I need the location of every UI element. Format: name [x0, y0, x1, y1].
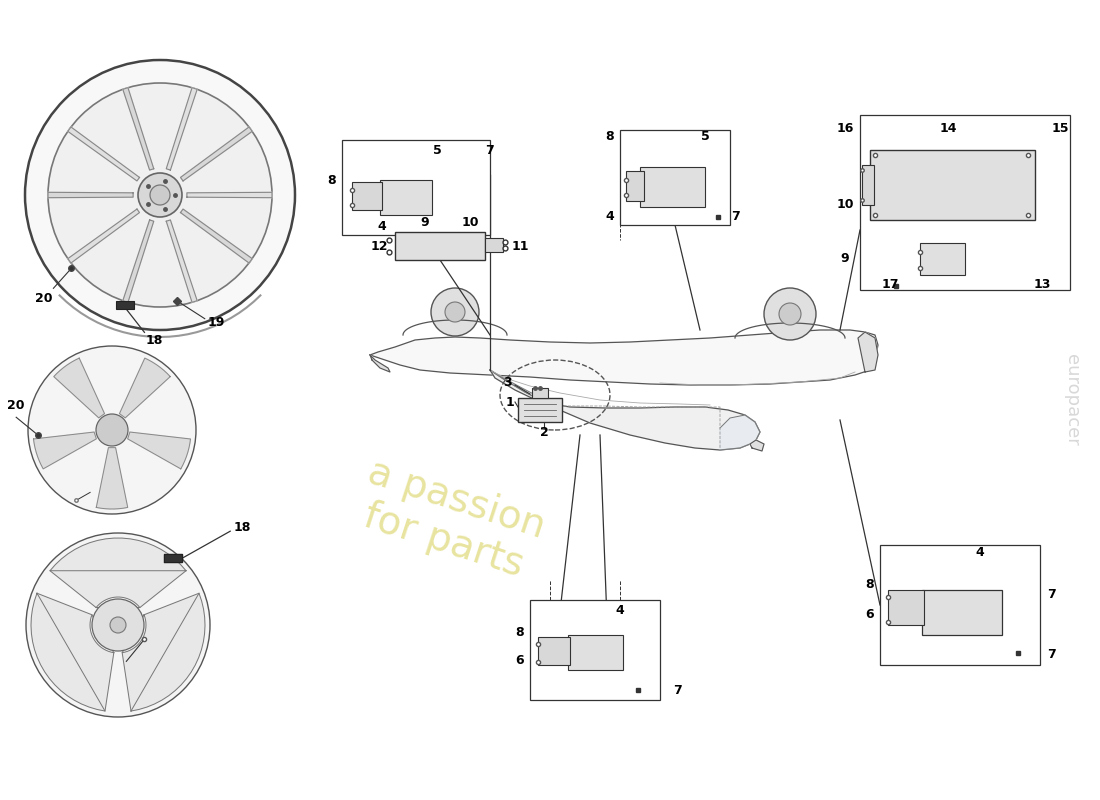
Polygon shape — [123, 220, 154, 302]
Text: 6: 6 — [516, 654, 525, 666]
Text: 14: 14 — [939, 122, 957, 134]
Circle shape — [92, 599, 144, 651]
Text: 3: 3 — [504, 375, 513, 389]
Text: a passion
for parts: a passion for parts — [350, 453, 550, 587]
Text: 18: 18 — [233, 521, 251, 534]
Polygon shape — [123, 88, 154, 170]
Circle shape — [764, 288, 816, 340]
Circle shape — [96, 414, 128, 446]
Text: 6: 6 — [866, 609, 874, 622]
Text: 7: 7 — [1047, 649, 1056, 662]
Circle shape — [48, 83, 272, 307]
Bar — [538, 637, 570, 665]
Bar — [530, 600, 660, 700]
Polygon shape — [370, 330, 878, 385]
Bar — [620, 130, 730, 225]
Circle shape — [110, 617, 126, 633]
Text: 2: 2 — [540, 426, 549, 438]
Polygon shape — [50, 538, 186, 607]
Bar — [532, 388, 548, 398]
Circle shape — [150, 185, 170, 205]
Bar — [342, 140, 490, 235]
Text: 7: 7 — [730, 210, 739, 223]
Polygon shape — [180, 127, 252, 181]
Bar — [626, 171, 644, 201]
Text: 8: 8 — [516, 626, 525, 638]
Text: 20: 20 — [8, 398, 25, 412]
Text: 7: 7 — [485, 143, 494, 157]
Circle shape — [779, 303, 801, 325]
Polygon shape — [166, 220, 197, 302]
Polygon shape — [750, 440, 764, 451]
Polygon shape — [166, 88, 197, 170]
Polygon shape — [128, 432, 190, 469]
Polygon shape — [180, 209, 252, 263]
Polygon shape — [858, 332, 878, 372]
Bar — [485, 238, 503, 252]
Bar — [920, 243, 965, 275]
Text: 19: 19 — [208, 316, 226, 329]
Text: 17: 17 — [881, 278, 899, 291]
Polygon shape — [48, 192, 133, 198]
Text: 4: 4 — [976, 546, 984, 559]
Polygon shape — [122, 594, 205, 711]
Text: 8: 8 — [328, 174, 337, 186]
Circle shape — [446, 302, 465, 322]
Text: 7: 7 — [1047, 589, 1056, 602]
Bar — [640, 167, 705, 207]
Bar — [352, 182, 382, 210]
Text: 10: 10 — [461, 215, 478, 229]
Bar — [860, 115, 1070, 290]
Polygon shape — [187, 192, 272, 198]
Text: 8: 8 — [866, 578, 874, 591]
Bar — [870, 150, 1035, 220]
Bar — [568, 635, 623, 670]
Circle shape — [431, 288, 478, 336]
Polygon shape — [120, 358, 170, 418]
Circle shape — [26, 533, 210, 717]
Polygon shape — [68, 209, 140, 263]
Text: 9: 9 — [420, 215, 429, 229]
Bar — [888, 590, 924, 625]
Text: 11: 11 — [512, 239, 529, 253]
Text: 18: 18 — [146, 334, 163, 347]
Text: 1: 1 — [506, 395, 515, 409]
Polygon shape — [54, 358, 104, 418]
Bar — [922, 590, 1002, 635]
Text: 15: 15 — [1052, 122, 1069, 134]
Polygon shape — [720, 415, 760, 450]
Text: 12: 12 — [371, 239, 387, 253]
Polygon shape — [31, 594, 113, 711]
Text: 5: 5 — [432, 143, 441, 157]
Text: 4: 4 — [377, 221, 386, 234]
Bar — [518, 398, 562, 422]
Text: 9: 9 — [840, 253, 849, 266]
Bar — [862, 165, 874, 205]
Polygon shape — [33, 432, 97, 469]
Text: 16: 16 — [836, 122, 854, 134]
Circle shape — [28, 346, 196, 514]
Bar — [117, 302, 134, 310]
Polygon shape — [164, 554, 183, 562]
Bar — [395, 232, 485, 260]
Text: 4: 4 — [616, 603, 625, 617]
Polygon shape — [490, 370, 557, 408]
Text: 5: 5 — [701, 130, 710, 143]
Bar — [379, 180, 432, 215]
Text: 10: 10 — [836, 198, 854, 211]
Circle shape — [138, 173, 182, 217]
Polygon shape — [97, 448, 128, 509]
Polygon shape — [68, 127, 140, 181]
Polygon shape — [490, 370, 760, 450]
Text: 20: 20 — [34, 292, 52, 305]
Circle shape — [25, 60, 295, 330]
Polygon shape — [370, 355, 390, 372]
Text: 7: 7 — [673, 683, 682, 697]
Text: europacer: europacer — [1063, 354, 1081, 446]
Text: 13: 13 — [1033, 278, 1050, 291]
Text: 8: 8 — [606, 130, 614, 143]
Bar — [880, 545, 1040, 665]
Text: 4: 4 — [606, 210, 615, 223]
